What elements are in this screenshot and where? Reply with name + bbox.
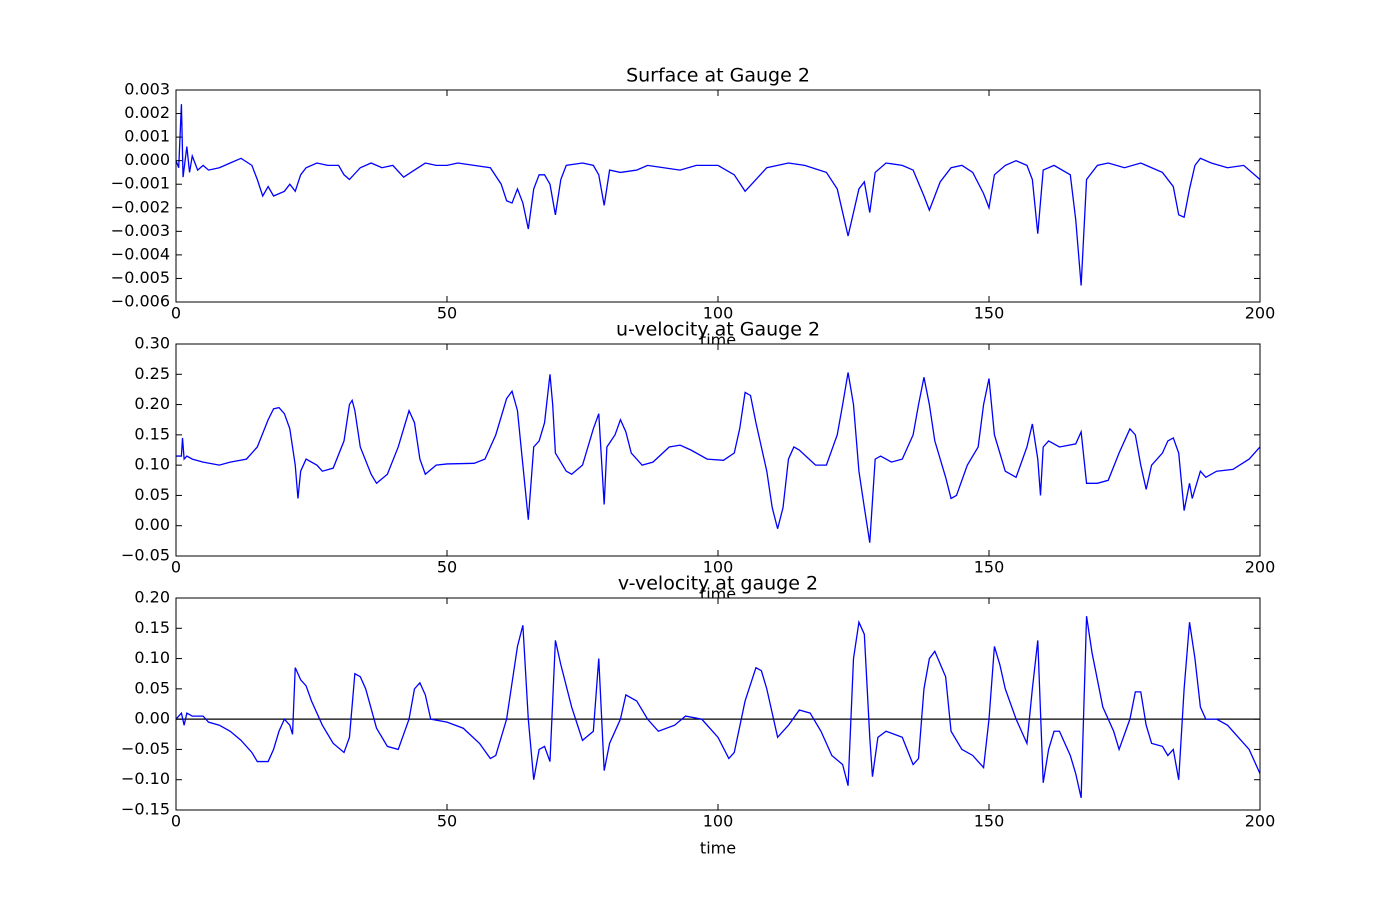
x-tick-label: 150 <box>974 812 1005 831</box>
x-tick-label: 0 <box>171 812 181 831</box>
y-tick-label: 0.00 <box>134 709 170 728</box>
y-tick-label: 0.20 <box>134 588 170 607</box>
y-tick-label: 0.00 <box>134 515 170 534</box>
x-tick-label: 100 <box>703 558 734 577</box>
x-tick-label: 150 <box>974 304 1005 323</box>
y-tick-label: −0.15 <box>121 800 170 819</box>
x-tick-label: 150 <box>974 558 1005 577</box>
y-tick-label: −0.002 <box>111 197 170 216</box>
y-tick-label: −0.05 <box>121 546 170 565</box>
x-tick-label: 200 <box>1245 304 1276 323</box>
y-tick-label: 0.10 <box>134 455 170 474</box>
x-tick-label: 0 <box>171 558 181 577</box>
x-tick-label: 50 <box>437 558 457 577</box>
series-line <box>175 616 1261 799</box>
plot-frame <box>176 90 1260 302</box>
y-tick-label: 0.000 <box>124 150 170 169</box>
series-line <box>176 372 1261 543</box>
x-tick-label: 100 <box>703 812 734 831</box>
x-tick-label: 50 <box>437 304 457 323</box>
y-tick-label: 0.003 <box>124 80 170 99</box>
plot-frame <box>176 598 1260 810</box>
x-tick-label: 50 <box>437 812 457 831</box>
y-tick-label: −0.05 <box>121 739 170 758</box>
chart-title: u-velocity at Gauge 2 <box>616 319 820 341</box>
plot-frame <box>176 344 1260 556</box>
chart-title: v-velocity at gauge 2 <box>618 573 818 595</box>
y-tick-label: −0.006 <box>111 292 170 311</box>
y-tick-label: −0.10 <box>121 769 170 788</box>
x-tick-label: 100 <box>703 304 734 323</box>
y-tick-label: −0.001 <box>111 174 170 193</box>
x-tick-label: 0 <box>171 304 181 323</box>
y-tick-label: 0.15 <box>134 424 170 443</box>
y-tick-label: 0.001 <box>124 127 170 146</box>
y-tick-label: 0.002 <box>124 103 170 122</box>
y-tick-label: 0.10 <box>134 648 170 667</box>
y-tick-label: −0.005 <box>111 268 170 287</box>
y-tick-label: −0.004 <box>111 244 170 263</box>
y-tick-label: 0.15 <box>134 618 170 637</box>
y-tick-label: 0.25 <box>134 364 170 383</box>
x-tick-label: 200 <box>1245 812 1276 831</box>
series-line <box>175 104 1261 286</box>
y-tick-label: 0.05 <box>134 485 170 504</box>
x-tick-label: 200 <box>1245 558 1276 577</box>
chart-title: Surface at Gauge 2 <box>626 65 810 87</box>
x-axis-label: time <box>700 839 736 858</box>
y-tick-label: 0.20 <box>134 394 170 413</box>
y-tick-label: 0.30 <box>134 334 170 353</box>
y-tick-label: −0.003 <box>111 221 170 240</box>
y-tick-label: 0.05 <box>134 678 170 697</box>
